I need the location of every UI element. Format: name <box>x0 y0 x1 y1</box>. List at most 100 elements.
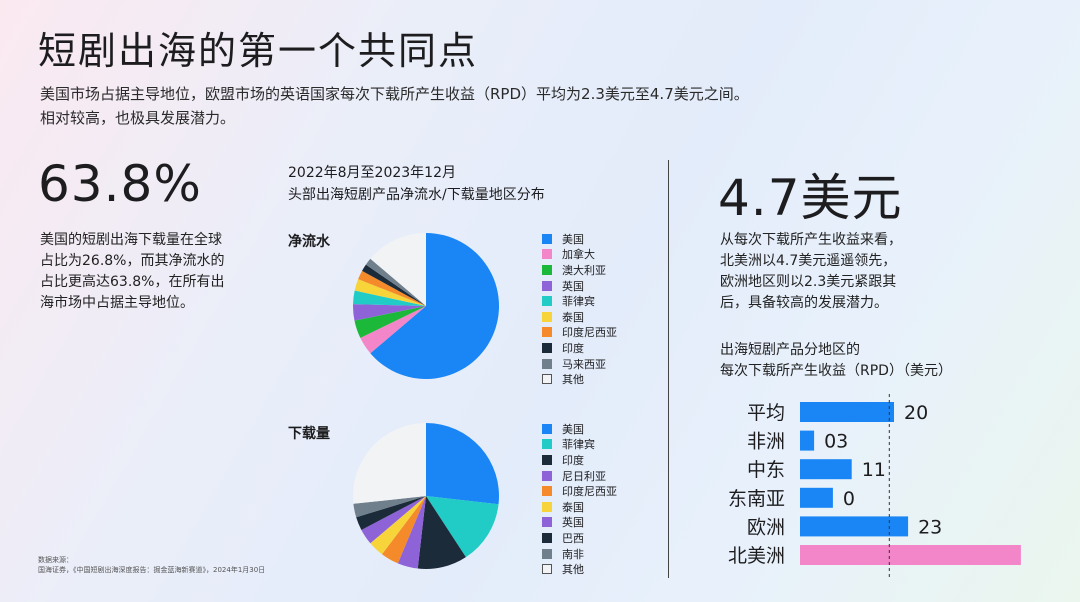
legend-label: 英国 <box>562 279 584 293</box>
pie-slice-泰国 <box>370 496 426 555</box>
legend-item: 泰国 <box>542 499 617 515</box>
bar-chart-title: 出海短剧产品分地区的 每次下载所产生收益（RPD）（美元） <box>720 340 952 382</box>
legend-label: 泰国 <box>562 500 584 514</box>
pie-slice-印度 <box>362 264 426 306</box>
rpd-desc-line: 欧洲地区则以2.3美元紧跟其 <box>720 274 897 290</box>
pie-slice-巴西 <box>356 496 426 530</box>
legend-swatch <box>542 439 552 450</box>
legend-swatch <box>542 517 552 528</box>
legend-item: 马来西亚 <box>542 356 617 372</box>
legend-label: 印度尼西亚 <box>562 326 617 340</box>
downloads-pie-legend: 美国 菲律宾 印度尼日利亚 印度尼西亚 泰国英国 巴西南非其他 <box>542 421 617 577</box>
bar-value-label: 20 <box>904 402 928 424</box>
legend-label: 加拿大 <box>562 248 595 262</box>
bar-category-label: 中东 <box>747 459 785 481</box>
pie-slice-马来西亚 <box>365 258 426 306</box>
legend-swatch <box>542 423 552 434</box>
page-subtitle: 美国市场占据主导地位，欧盟市场的英语国家每次下载所产生收益（RPD）平均为2.3… <box>40 82 920 130</box>
legend-item: 澳大利亚 <box>542 262 617 278</box>
subtitle-line-1: 美国市场占据主导地位，欧盟市场的英语国家每次下载所产生收益（RPD）平均为2.3… <box>40 85 749 103</box>
downloads-pie-label: 下载量 <box>288 426 330 442</box>
rpd-desc-line: 北美洲以4.7美元遥遥领先， <box>720 253 897 269</box>
bar-category-label: 北美洲 <box>728 545 785 567</box>
legend-swatch <box>542 264 552 275</box>
rpd-desc-line: 后，具备较高的发展潜力。 <box>720 295 888 311</box>
share-desc-line: 海市场中占据主导地位。 <box>40 295 194 311</box>
legend-swatch <box>542 501 552 512</box>
revenue-pie-chart <box>353 233 499 379</box>
legend-item: 菲律宾 <box>542 293 617 309</box>
source-text: 国海证券，《中国短剧出海深度报告：掘金蓝海新赛道》，2024年1月30日 <box>38 566 266 574</box>
legend-label: 美国 <box>562 422 584 436</box>
pie-slice-美国 <box>426 423 499 505</box>
bar-东南亚 <box>800 487 833 508</box>
legend-label: 巴西 <box>562 531 584 545</box>
legend-swatch <box>542 548 552 559</box>
legend-item: 美国 <box>542 421 617 437</box>
pie-slice-美国 <box>370 233 499 379</box>
bar-title-line: 每次下载所产生收益（RPD）（美元） <box>720 363 952 379</box>
pie-section-title: 2022年8月至2023年12月 头部出海短剧产品净流水/下载量地区分布 <box>288 162 545 206</box>
source-label: 数据来源： <box>38 556 73 564</box>
bar-value-label: 11 <box>862 459 886 481</box>
legend-item: 尼日利亚 <box>542 468 617 484</box>
legend-item: 加拿大 <box>542 247 617 263</box>
legend-item: 南非 <box>542 546 617 562</box>
legend-label: 泰国 <box>562 310 584 324</box>
legend-item: 英国 <box>542 278 617 294</box>
legend-swatch <box>542 342 552 353</box>
bar-value-label: 0 <box>843 488 855 510</box>
bar-北美洲 <box>800 545 1021 565</box>
legend-item: 印度尼西亚 <box>542 325 617 341</box>
legend-label: 英国 <box>562 516 584 530</box>
share-desc-line: 占比为26.8%，而其净流水的 <box>40 253 225 269</box>
legend-label: 印度 <box>562 453 584 467</box>
legend-item: 泰国 <box>542 309 617 325</box>
pie-slice-菲律宾 <box>426 496 499 558</box>
pie-slice-英国 <box>361 496 426 544</box>
bar-value-label: 03 <box>824 431 848 453</box>
legend-swatch <box>542 358 552 369</box>
legend-label: 南非 <box>562 547 584 561</box>
legend-label: 印度 <box>562 341 584 355</box>
rpd-desc-line: 从每次下载所产生收益来看， <box>720 232 902 248</box>
legend-swatch <box>542 532 552 543</box>
legend-swatch <box>542 233 552 244</box>
pie-slice-南非 <box>353 496 426 518</box>
revenue-pie-legend: 美国 加拿大 澳大利亚 英国 菲律宾 泰国 印度尼西亚 印度 马来西亚 其他 <box>542 231 617 387</box>
downloads-pie-chart <box>353 423 499 569</box>
legend-swatch <box>542 280 552 291</box>
share-desc-line: 占比更高达63.8%，在所有出 <box>40 274 225 290</box>
legend-item: 菲律宾 <box>542 437 617 453</box>
legend-label: 其他 <box>562 373 584 387</box>
legend-swatch <box>542 327 552 338</box>
legend-item: 印度尼西亚 <box>542 483 617 499</box>
rpd-description: 从每次下载所产生收益来看， 北美洲以4.7美元遥遥领先， 欧洲地区则以2.3美元… <box>720 230 960 314</box>
legend-label: 澳大利亚 <box>562 263 606 277</box>
legend-swatch <box>542 470 552 481</box>
pie-slice-印度尼西亚 <box>358 270 426 306</box>
share-big-number: 63.8% <box>38 155 202 213</box>
pie-slice-菲律宾 <box>353 290 426 306</box>
legend-label: 其他 <box>562 563 584 577</box>
bar-category-label: 欧洲 <box>747 516 785 538</box>
legend-item: 印度 <box>542 452 617 468</box>
bar-category-label: 平均 <box>747 402 785 424</box>
legend-swatch <box>542 454 552 465</box>
rpd-big-number: 4.7美元 <box>718 169 903 227</box>
pie-caption: 头部出海短剧产品净流水/下载量地区分布 <box>288 187 545 203</box>
pie-slice-澳大利亚 <box>354 306 426 338</box>
legend-swatch <box>542 311 552 322</box>
bar-title-line: 出海短剧产品分地区的 <box>720 342 860 358</box>
legend-label: 尼日利亚 <box>562 469 606 483</box>
share-desc-line: 美国的短剧出海下载量在全球 <box>40 232 222 248</box>
data-source: 数据来源： 国海证券，《中国短剧出海深度报告：掘金蓝海新赛道》，2024年1月3… <box>38 555 265 575</box>
bar-category-label: 东南亚 <box>728 488 785 510</box>
bar-非洲 <box>800 430 815 451</box>
pie-slice-英国 <box>353 304 426 321</box>
legend-label: 菲律宾 <box>562 295 595 309</box>
pie-slice-印度 <box>417 496 466 569</box>
bar-category-label: 非洲 <box>747 431 785 453</box>
section-divider <box>668 160 669 578</box>
bar-平均 <box>800 402 894 422</box>
